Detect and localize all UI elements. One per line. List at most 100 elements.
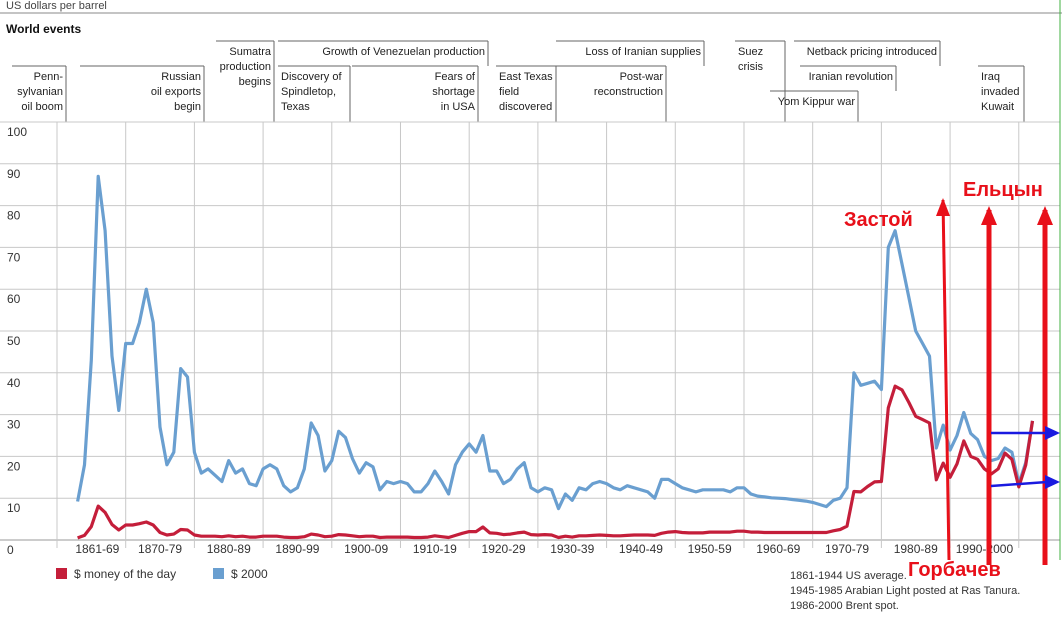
annotation-overlay: Застой Ельцын Горбачев [844, 179, 1060, 581]
event-label-line: begins [239, 76, 272, 88]
event-12: Yom Kippur war [770, 90, 859, 122]
y-tick-label: 60 [7, 292, 21, 306]
event-bracket [794, 40, 941, 66]
annotation-zastoy: Застой [844, 209, 913, 231]
y-tick-label: 70 [7, 250, 21, 264]
x-tick-label: 1880-89 [207, 542, 251, 556]
event-6: East Texas field discovered [496, 65, 557, 122]
event-label-line: Iranian revolution [809, 71, 893, 83]
x-tick-label: 1890-99 [275, 542, 319, 556]
x-tick-label: 1950-59 [688, 542, 732, 556]
source-notes: 1861-1944 US average. 1945-1985 Arabian L… [790, 570, 1020, 612]
event-bracket [735, 40, 786, 122]
series-line-1 [76, 174, 1035, 511]
event-label-line: shortage [432, 86, 475, 98]
series-line-0 [77, 384, 1035, 540]
section-title: World events [6, 22, 81, 36]
event-label-line: Discovery of [281, 71, 342, 83]
y-tick-label: 90 [7, 167, 21, 181]
source-note-2: 1986-2000 Brent spot. [790, 600, 899, 612]
x-tick-label: 1990-2000 [956, 542, 1014, 556]
event-bracket [556, 65, 667, 122]
event-label-line: oil exports [151, 86, 202, 98]
blue-arrowhead-upper [1045, 426, 1060, 440]
x-tick-label: 1980-89 [894, 542, 938, 556]
world-events-timeline: Penn-sylvanian oil boom Russian oil exports… [12, 40, 1025, 122]
event-label-line: oil boom [21, 101, 63, 113]
x-tick-label: 1861-69 [75, 542, 119, 556]
event-label-line: field [499, 86, 519, 98]
annotation-yeltsin: Ельцын [963, 179, 1043, 201]
source-note-1: 1945-1985 Arabian Light posted at Ras Ta… [790, 585, 1020, 597]
series-lines [76, 174, 1035, 540]
event-0: Penn-sylvanian oil boom [12, 65, 67, 122]
event-bracket [12, 65, 67, 122]
event-label-line: in USA [441, 101, 476, 113]
zastoy-arrowhead [936, 198, 950, 216]
event-label-line: Fears of [435, 71, 476, 83]
event-13: Iraq invaded Kuwait [978, 65, 1025, 122]
event-label-line: Spindletop, [281, 86, 336, 98]
y-tick-label: 80 [7, 209, 21, 223]
event-10: Netback pricing introduced [794, 40, 941, 66]
event-3: Discovery of Spindletop, Texas [278, 65, 351, 122]
x-tick-label: 1910-19 [413, 542, 457, 556]
event-9: Suez crisis [735, 40, 786, 122]
y-tick-label: 0 [7, 543, 14, 557]
annotation-gorbachev: Горбачев [908, 559, 1001, 581]
event-label-line: Penn- [34, 71, 64, 83]
chart-grid [0, 0, 1061, 560]
units-label: US dollars per barrel [6, 0, 107, 12]
blue-arrowhead-lower [1045, 475, 1060, 489]
y-tick-label: 50 [7, 334, 21, 348]
event-bracket [80, 65, 205, 122]
yeltsin-arrowhead [1037, 206, 1053, 225]
y-axis-ticks: 0 10 20 30 40 50 60 70 80 90 100 [7, 125, 27, 557]
y-tick-label: 10 [7, 501, 21, 515]
zastoy-arrow [941, 199, 951, 561]
y-tick-label: 100 [7, 125, 27, 139]
gorbachev-arrowhead [981, 206, 997, 225]
legend-swatch-1 [213, 568, 224, 579]
event-label-line: begin [174, 101, 201, 113]
event-label-line: East Texas [499, 71, 553, 83]
event-label-line: sylvanian [17, 86, 63, 98]
event-label-line: discovered [499, 101, 552, 113]
event-7: Loss of Iranian supplies [556, 40, 705, 66]
event-bracket [800, 65, 897, 91]
x-tick-label: 1870-79 [138, 542, 182, 556]
event-4: Growth of Venezuelan production [278, 40, 489, 66]
event-bracket [978, 65, 1025, 122]
event-bracket [770, 90, 859, 122]
event-bracket [556, 40, 705, 66]
event-5: Fears of shortage in USA [352, 65, 479, 122]
x-tick-label: 1940-49 [619, 542, 663, 556]
event-label-line: Growth of Venezuelan production [322, 46, 485, 58]
x-tick-label: 1900-09 [344, 542, 388, 556]
x-tick-label: 1920-29 [482, 542, 526, 556]
event-label-line: Suez [738, 46, 763, 58]
source-note-0: 1861-1944 US average. [790, 570, 907, 582]
blue-arrow-lower [990, 480, 1048, 488]
event-bracket [278, 40, 489, 66]
event-label-line: Loss of Iranian supplies [585, 46, 701, 58]
event-label-line: Russian [161, 71, 201, 83]
y-tick-label: 30 [7, 418, 21, 432]
event-label-line: Netback pricing introduced [807, 46, 937, 58]
event-11: Iranian revolution [800, 65, 897, 91]
y-tick-label: 40 [7, 376, 21, 390]
event-label-line: Sumatra [229, 46, 271, 58]
event-8: Post-war reconstruction [556, 65, 667, 122]
event-bracket [352, 65, 479, 122]
event-1: Russian oil exports begin [80, 65, 205, 122]
event-label-line: Iraq [981, 71, 1000, 83]
event-label-line: Post-war [620, 71, 664, 83]
event-label-line: crisis [738, 61, 764, 73]
event-bracket [278, 65, 351, 122]
event-label-line: reconstruction [594, 86, 663, 98]
event-label-line: production [220, 61, 271, 73]
event-2: Sumatra production begins [216, 40, 275, 122]
legend-label-0: $ money of the day [74, 567, 176, 581]
legend-swatch-0 [56, 568, 67, 579]
